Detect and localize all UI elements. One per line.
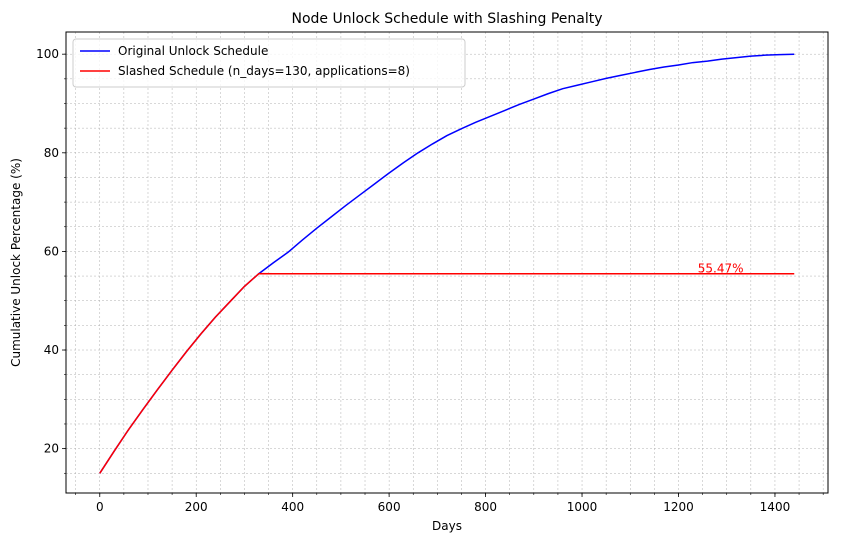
y-tick-label: 100 — [36, 47, 59, 61]
legend: Original Unlock Schedule Slashed Schedule… — [72, 38, 466, 88]
x-tick-label: 1200 — [663, 500, 694, 514]
x-tick-label: 400 — [281, 500, 304, 514]
x-tick-label: 1000 — [567, 500, 598, 514]
x-tick-label: 1400 — [760, 500, 791, 514]
x-tick-label: 0 — [96, 500, 104, 514]
x-axis-label: Days — [432, 519, 462, 533]
y-tick-label: 20 — [44, 442, 59, 456]
y-tick-label: 80 — [44, 146, 59, 160]
legend-box — [72, 38, 466, 88]
x-tick-label: 200 — [185, 500, 208, 514]
y-tick-label: 60 — [44, 244, 59, 258]
annotation-label: 55.47% — [698, 262, 744, 276]
x-tick-label: 800 — [474, 500, 497, 514]
series-lines — [99, 53, 795, 474]
x-tick-label: 600 — [378, 500, 401, 514]
grid — [66, 32, 828, 493]
annotations: 55.47% — [698, 262, 744, 276]
series-line-2 — [99, 272, 795, 474]
y-tick-label: 40 — [44, 343, 59, 357]
legend-entry: Slashed Schedule (n_days=130, applicatio… — [118, 64, 410, 78]
legend-entry: Original Unlock Schedule — [118, 44, 268, 58]
axis-ticks: 0 200 400 600 800 1000 1200 1400 20 40 60 80 100 — [36, 47, 824, 514]
y-axis-label: Cumulative Unlock Percentage (%) — [9, 158, 23, 367]
chart-title: Node Unlock Schedule with Slashing Penal… — [291, 11, 602, 27]
series-line-1 — [99, 53, 795, 474]
plot-frame — [65, 31, 829, 494]
